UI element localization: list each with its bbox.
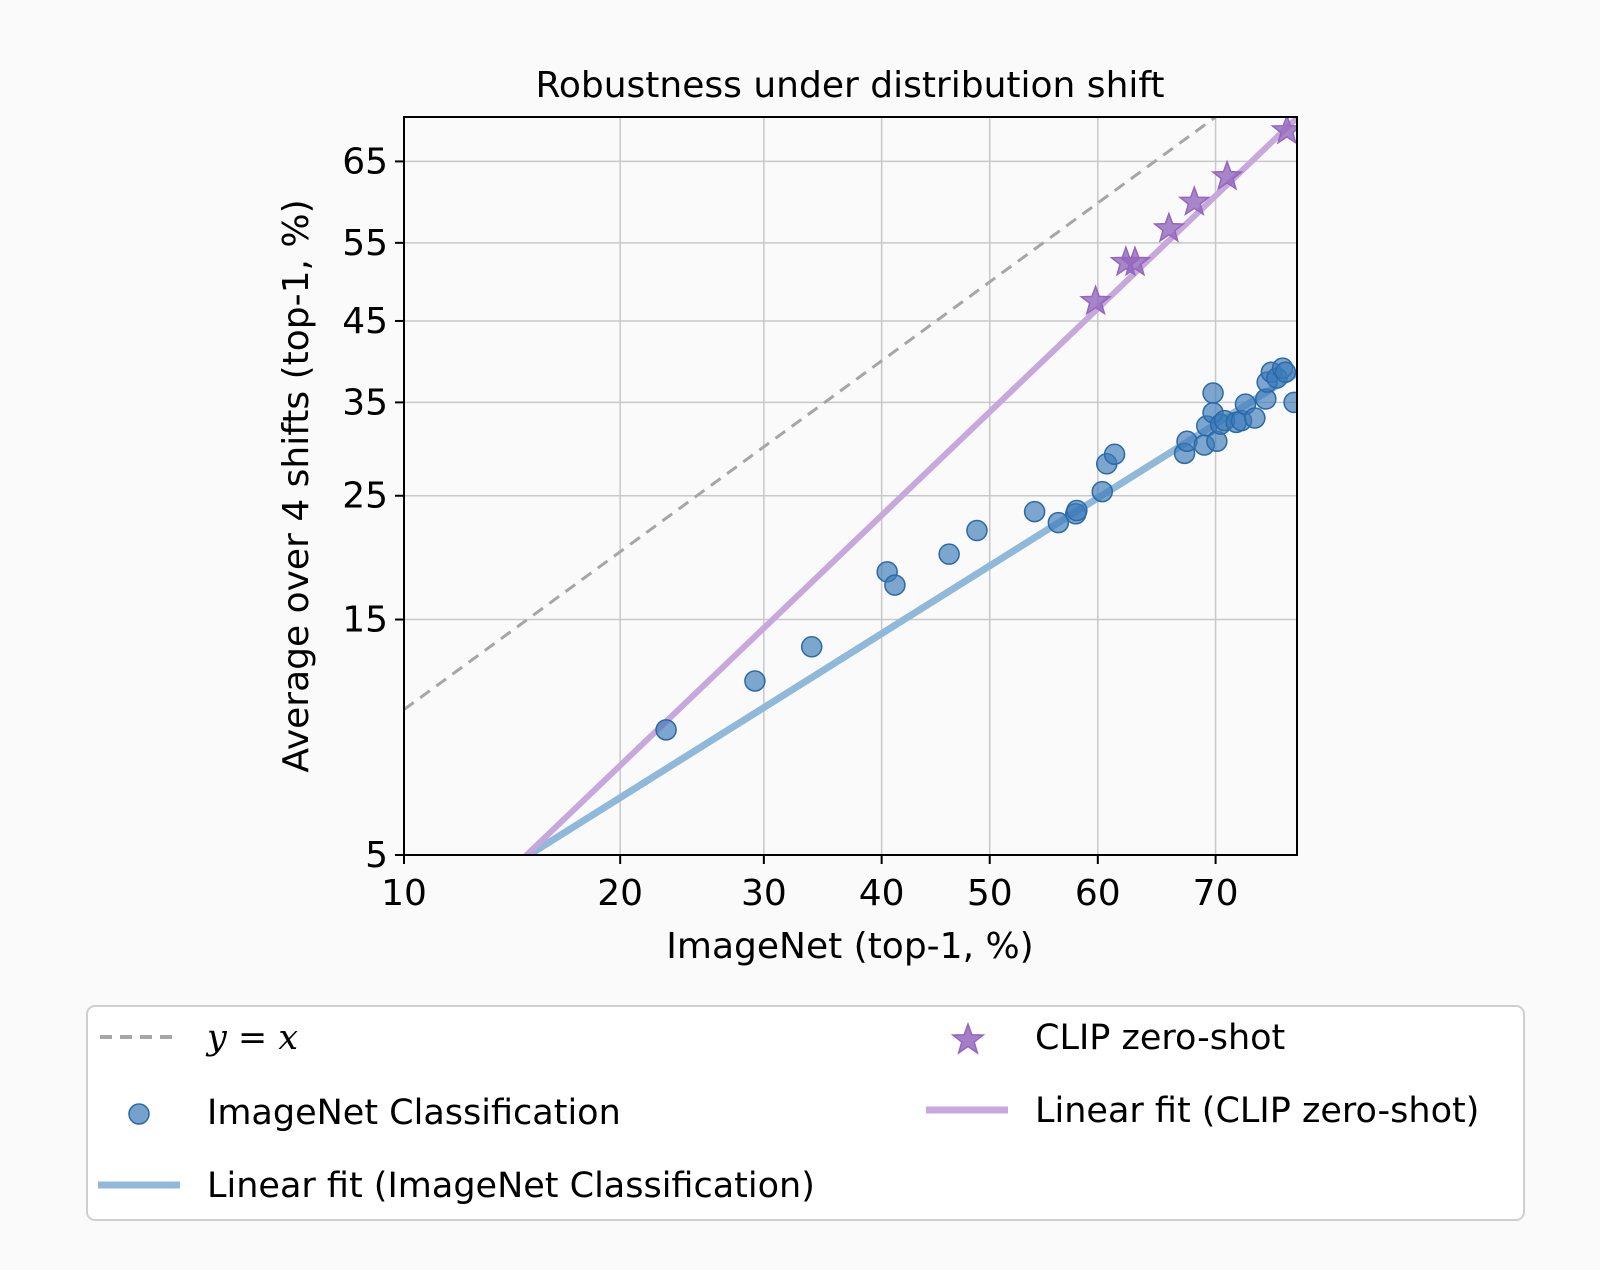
legend-imagenet-fit-label: Linear fit (ImageNet Classification) [207, 1166, 815, 1206]
axis-ticks: 10 20 30 40 50 60 70 5 15 25 35 45 55 65 [342, 141, 1238, 914]
imagenet-point [1066, 499, 1088, 522]
clip-point [1270, 117, 1297, 145]
clip-point [1152, 211, 1186, 243]
legend-clip-label: CLIP zero-shot [1035, 1018, 1285, 1058]
y-tick-label: 15 [342, 600, 388, 641]
imagenet-point [744, 670, 766, 692]
identity-line [404, 117, 1219, 711]
clip-point [1079, 284, 1112, 316]
imagenet-point [1047, 511, 1070, 534]
legend: y = x CLIP zero-shot ImageNet Classifica… [86, 1005, 1525, 1221]
imagenet-point [1274, 361, 1297, 384]
x-tick-label: 70 [1193, 873, 1239, 914]
clip-point [1178, 185, 1211, 217]
imagenet-point [1103, 443, 1126, 466]
chart-title: Robustness under distribution shift [535, 65, 1164, 106]
y-tick-label: 65 [342, 141, 388, 182]
imagenet-point [1176, 430, 1198, 453]
x-tick-label: 30 [741, 873, 787, 914]
legend-imagenet-swatch [128, 1103, 150, 1125]
imagenet-point [1202, 382, 1224, 404]
imagenet-point [1023, 500, 1046, 523]
imagenet-point [655, 719, 677, 741]
imagenet-point [1091, 480, 1114, 503]
legend-imagenet-label: ImageNet Classification [207, 1093, 621, 1133]
imagenet-point [1244, 407, 1266, 429]
legend-identity-label: y = x [205, 1018, 298, 1058]
imagenet-point [800, 636, 823, 658]
plot-frame [403, 116, 1298, 856]
clip-point [1210, 159, 1244, 191]
y-tick-label: 35 [342, 382, 388, 423]
clip-fit-line [522, 117, 1297, 855]
x-tick-label: 10 [381, 873, 427, 914]
clip-point [1118, 245, 1152, 277]
plot-area [404, 117, 1297, 855]
imagenet-fit-line [522, 370, 1297, 855]
legend-clip-fit-label: Linear fit (CLIP zero-shot) [1035, 1091, 1479, 1131]
y-tick-label: 45 [342, 301, 388, 342]
y-tick-label: 25 [342, 476, 388, 517]
x-tick-label: 50 [967, 873, 1013, 914]
imagenet-point [884, 574, 906, 596]
imagenet-point [1283, 391, 1297, 414]
x-tick-label: 20 [597, 873, 643, 914]
legend-frame [86, 1005, 1525, 1221]
legend-clip-swatch [950, 1021, 986, 1055]
y-axis-label: Average over 4 shifts (top-1, %) [276, 199, 317, 772]
y-tick-label: 55 [342, 223, 388, 264]
x-axis-label: ImageNet (top-1, %) [666, 926, 1033, 967]
imagenet-point [966, 519, 988, 542]
imagenet-point [938, 543, 960, 565]
x-tick-label: 40 [859, 873, 905, 914]
x-tick-label: 60 [1075, 873, 1121, 914]
y-tick-label: 5 [365, 835, 388, 876]
